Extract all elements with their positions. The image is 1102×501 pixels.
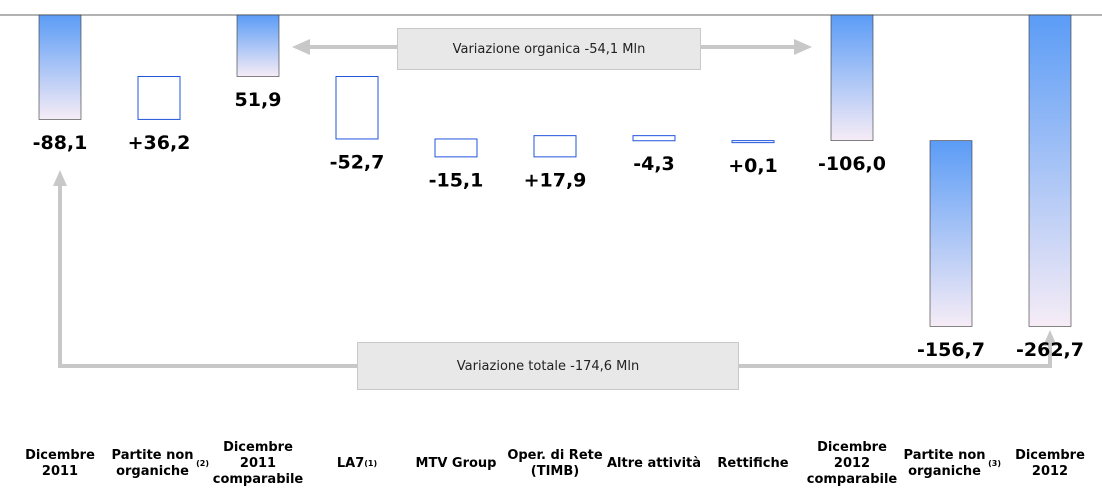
category-text: MTV Group [415,456,497,471]
annotation: Variazione organica -54,1 Mln [397,28,701,70]
category-text: Oper. di Rete (TIMB) [507,448,603,479]
category-text: Dicembre 2012 comparabile [806,440,898,487]
x-tick-label: Partite non organiche (3) [901,428,1001,500]
value-label: +17,9 [524,169,587,191]
category-text: Dicembre 2011 [25,448,95,479]
category-text: Partite non organiche [111,448,194,479]
value-label: -4,3 [633,153,675,175]
x-tick-label: Altre attività [604,428,704,500]
value-label: -106,0 [818,153,886,175]
value-label: -52,7 [330,151,385,173]
bar [137,76,181,120]
category-text: Dicembre 2011 comparabile [212,440,304,487]
bar [335,76,379,140]
x-tick-label: Rettifiche [703,428,803,500]
value-label: +0,1 [728,155,778,177]
x-tick-label: Dicembre 2012 [1000,428,1100,500]
x-tick-label: MTV Group [406,428,506,500]
category-text: LA7 [336,456,365,471]
arrow-head [292,39,310,55]
arrow-head [1043,330,1057,346]
bar [929,140,973,327]
bar [236,14,280,77]
category-text: Dicembre 2012 [1015,448,1085,479]
x-tick-label: Dicembre 2012 comparabile [802,428,902,500]
category-note: (3) [988,459,1001,468]
x-tick-label: Dicembre 2011 comparabile [208,428,308,500]
category-note: (2) [196,459,209,468]
category-note: (1) [364,459,378,468]
bar [731,140,775,144]
bar [632,135,676,142]
annotation: Variazione totale -174,6 Mln [357,342,739,390]
x-tick-label: LA7 (1) [307,428,407,500]
x-tick-label: Partite non organiche (2) [109,428,209,500]
category-text: Altre attività [606,456,702,471]
value-label: -15,1 [429,169,484,191]
arrow-head [794,39,812,55]
category-text: Partite non organiche [903,448,986,479]
category-text: Rettifiche [717,456,789,471]
bar [533,135,577,158]
x-tick-label: Dicembre 2011 [10,428,110,500]
arrow-head [53,170,67,186]
value-label: -156,7 [917,339,985,361]
bar [38,14,82,120]
bar [434,138,478,158]
x-tick-label: Oper. di Rete (TIMB) [505,428,605,500]
bar [1028,14,1072,327]
arrow-line [58,182,1052,368]
value-label: +36,2 [128,132,191,154]
value-label: 51,9 [235,89,282,111]
value-label: -262,7 [1016,339,1084,361]
value-label: -88,1 [33,132,88,154]
bar [830,14,874,141]
